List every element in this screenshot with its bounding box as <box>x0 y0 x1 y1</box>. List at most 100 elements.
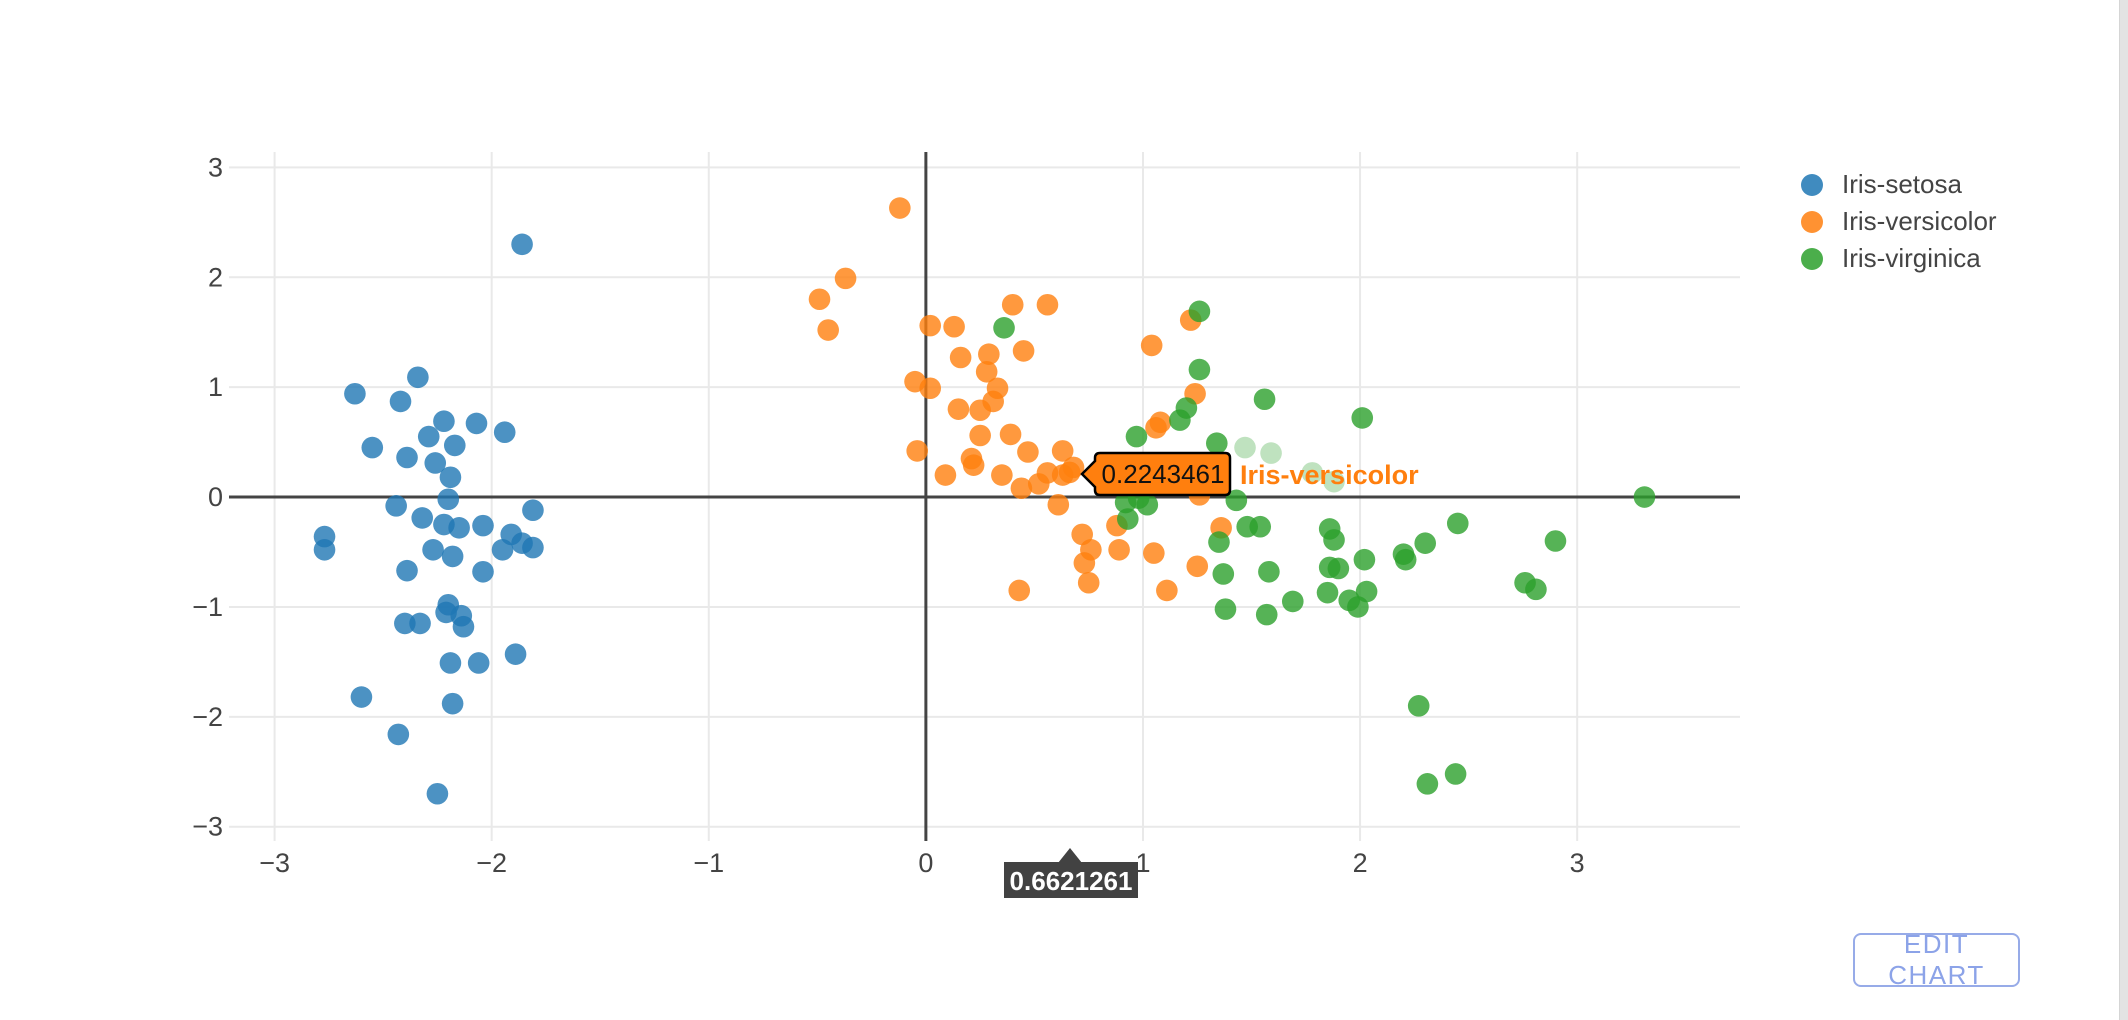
data-point[interactable] <box>1444 763 1467 785</box>
data-point[interactable] <box>906 440 928 462</box>
data-point[interactable] <box>1414 532 1437 555</box>
data-point[interactable] <box>1188 358 1211 381</box>
data-point[interactable] <box>1116 508 1139 530</box>
scrollbar-track[interactable] <box>2119 0 2128 1020</box>
data-point[interactable] <box>1169 409 1191 431</box>
data-point[interactable] <box>817 319 839 341</box>
data-point[interactable] <box>472 514 494 537</box>
data-point[interactable] <box>493 421 516 444</box>
edit-chart-button[interactable]: EDIT CHART <box>1853 929 2020 990</box>
data-point[interactable] <box>947 398 970 420</box>
data-point[interactable] <box>407 366 429 389</box>
data-point[interactable] <box>1010 477 1033 500</box>
data-point[interactable] <box>504 643 527 665</box>
data-point[interactable] <box>991 464 1013 486</box>
legend-item-iris-virginica[interactable]: Iris-virginica <box>1801 240 1997 277</box>
data-point[interactable] <box>387 723 410 746</box>
data-point[interactable] <box>1188 300 1211 323</box>
data-point[interactable] <box>1077 571 1100 594</box>
data-point[interactable] <box>1036 293 1059 316</box>
data-point-faded[interactable] <box>1234 436 1256 459</box>
data-point[interactable] <box>808 288 831 311</box>
data-point[interactable] <box>1225 489 1248 512</box>
data-point[interactable] <box>969 424 991 447</box>
data-point[interactable] <box>1633 486 1656 508</box>
data-point[interactable] <box>1253 388 1276 411</box>
data-point[interactable] <box>1394 548 1417 571</box>
data-point[interactable] <box>1208 531 1230 553</box>
data-point[interactable] <box>465 412 488 435</box>
data-point[interactable] <box>1258 560 1280 583</box>
data-point[interactable] <box>1047 493 1070 516</box>
data-point-faded[interactable] <box>1323 470 1345 493</box>
data-point[interactable] <box>1525 578 1547 601</box>
data-point[interactable] <box>949 346 972 369</box>
data-point[interactable] <box>1544 530 1567 552</box>
data-point[interactable] <box>1145 417 1167 439</box>
data-point[interactable] <box>1249 515 1272 538</box>
data-point[interactable] <box>1407 695 1430 717</box>
data-point[interactable] <box>396 446 418 469</box>
data-point[interactable] <box>1281 590 1304 613</box>
data-point[interactable] <box>443 434 466 457</box>
data-point[interactable] <box>1351 407 1374 429</box>
data-point[interactable] <box>999 423 1022 446</box>
data-point[interactable] <box>424 452 447 474</box>
data-point[interactable] <box>1108 538 1130 561</box>
data-point[interactable] <box>1136 493 1159 516</box>
data-point[interactable] <box>1316 581 1339 604</box>
data-point[interactable] <box>1212 563 1235 585</box>
data-point[interactable] <box>472 560 494 583</box>
data-point[interactable] <box>448 517 470 539</box>
legend-item-iris-versicolor[interactable]: Iris-versicolor <box>1801 203 1997 240</box>
data-point[interactable] <box>1327 557 1350 580</box>
data-point[interactable] <box>441 545 464 568</box>
data-point[interactable] <box>1073 552 1096 574</box>
data-point[interactable] <box>1355 580 1378 603</box>
data-point[interactable] <box>1143 542 1165 564</box>
data-point[interactable] <box>993 317 1015 339</box>
legend-item-iris-setosa[interactable]: Iris-setosa <box>1801 166 1997 203</box>
data-point-faded[interactable] <box>1301 462 1324 484</box>
data-point[interactable] <box>426 782 449 805</box>
data-point[interactable] <box>409 612 431 635</box>
data-point[interactable] <box>1255 603 1278 626</box>
data-point[interactable] <box>467 652 490 674</box>
data-point[interactable] <box>1416 773 1439 795</box>
data-point[interactable] <box>389 390 412 413</box>
data-point[interactable] <box>422 538 444 561</box>
data-point[interactable] <box>1125 425 1148 448</box>
data-point[interactable] <box>919 377 942 400</box>
data-point[interactable] <box>975 360 998 383</box>
data-point[interactable] <box>437 488 460 511</box>
data-point[interactable] <box>361 436 384 459</box>
data-point[interactable] <box>1156 579 1178 602</box>
data-point[interactable] <box>452 615 475 638</box>
data-point[interactable] <box>385 495 407 517</box>
data-point-faded[interactable] <box>1260 442 1282 464</box>
data-point[interactable] <box>433 410 455 433</box>
data-point[interactable] <box>1058 461 1081 484</box>
data-point[interactable] <box>441 692 464 715</box>
data-point[interactable] <box>982 390 1004 413</box>
data-point[interactable] <box>439 652 462 674</box>
data-point[interactable] <box>313 538 336 561</box>
data-point[interactable] <box>411 507 434 529</box>
data-point[interactable] <box>1051 440 1074 462</box>
data-point[interactable] <box>522 536 544 559</box>
data-point[interactable] <box>1446 512 1469 535</box>
data-point[interactable] <box>522 499 544 522</box>
data-point[interactable] <box>417 425 440 448</box>
data-point[interactable] <box>394 612 416 635</box>
data-point[interactable] <box>511 233 533 256</box>
data-point[interactable] <box>962 454 985 476</box>
data-point[interactable] <box>1001 293 1024 316</box>
data-point[interactable] <box>919 314 942 337</box>
data-point[interactable] <box>491 538 514 561</box>
data-point[interactable] <box>396 559 418 582</box>
data-point[interactable] <box>1353 548 1376 571</box>
data-point[interactable] <box>350 686 373 708</box>
data-point[interactable] <box>439 466 462 489</box>
data-point[interactable] <box>1205 432 1228 455</box>
